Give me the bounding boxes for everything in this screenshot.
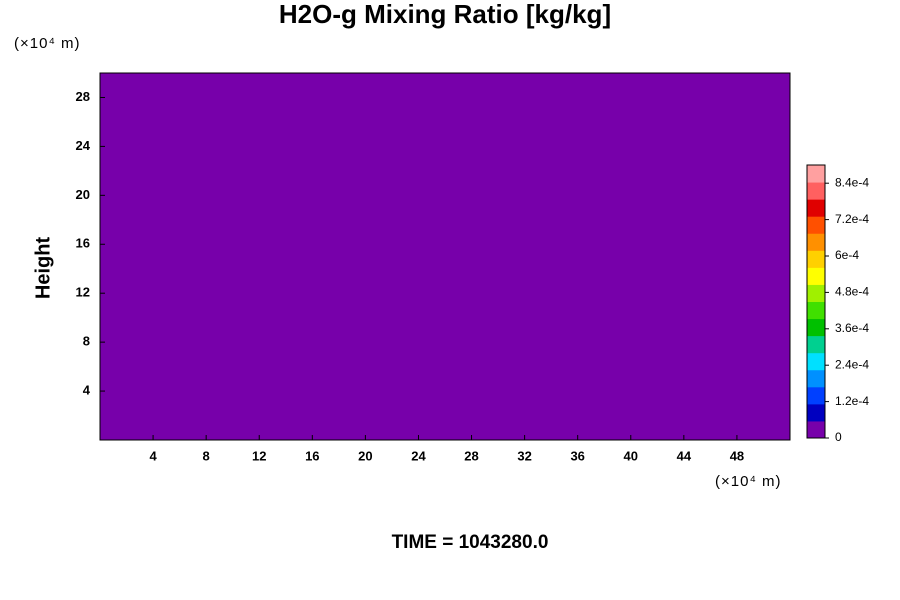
- colorbar-frame: [806, 164, 826, 439]
- x-tick-label: 32: [517, 448, 531, 463]
- x-tick-label: 36: [570, 448, 584, 463]
- colorbar-tick-label: 4.8e-4: [835, 285, 869, 299]
- colorbar-swatch: [807, 233, 825, 251]
- colorbar-tick-label: 7.2e-4: [835, 212, 869, 226]
- colorbar-swatch: [807, 301, 825, 320]
- colorbar-swatch: [807, 369, 825, 388]
- x-tick-label: 48: [730, 448, 744, 463]
- colorbar-tick-label: 6e-4: [835, 248, 859, 262]
- colorbar-swatch: [807, 318, 825, 337]
- colorbar-swatch: [807, 386, 825, 405]
- colorbar-swatch: [807, 250, 825, 268]
- colorbar-swatch: [807, 216, 825, 234]
- colorbar-tick-label: 3.6e-4: [835, 321, 869, 335]
- colorbar-swatch: [807, 165, 825, 183]
- annotation: TIME = 1043280.0: [392, 532, 549, 553]
- colorbar-tick-label: 1.2e-4: [835, 394, 869, 408]
- colorbar-tick-label: 8.4e-4: [835, 175, 869, 189]
- colorbar-swatch: [807, 199, 825, 217]
- x-tick-label: 40: [624, 448, 638, 463]
- axes: 4 8 12 16 20 24 28 32 36 40 44 4848121620242801.2e-…: [76, 72, 869, 463]
- colorbar-swatch: [807, 403, 825, 422]
- y-unit: (×10⁴ m): [14, 35, 81, 52]
- y-tick-label: 4: [83, 383, 91, 398]
- x-tick-label: 28: [464, 448, 478, 463]
- colorbar-swatch: [807, 267, 825, 285]
- field-background: [100, 73, 790, 440]
- colorbar-tick-label: 2.4e-4: [835, 357, 869, 371]
- y-tick-label: 28: [76, 89, 90, 104]
- x-tick-label: 44: [677, 448, 692, 463]
- colorbar-swatch: [807, 284, 825, 302]
- x-unit: (×10⁴ m): [715, 473, 782, 490]
- x-tick-label: 8: [203, 448, 210, 463]
- y-tick-label: 12: [76, 285, 90, 300]
- y-tick-label: 20: [76, 187, 90, 202]
- y-tick-label: 8: [83, 334, 90, 349]
- plot-frame: [99, 72, 791, 441]
- colorbar-swatch: [807, 420, 825, 439]
- x-tick-label: 16: [305, 448, 319, 463]
- y-tick-label: 24: [76, 138, 91, 153]
- chart-title: H2O-g Mixing Ratio [kg/kg]: [279, 0, 611, 29]
- x-tick-label: 20: [358, 448, 372, 463]
- colorbar-swatch: [807, 352, 825, 371]
- y-axis-label: Height: [32, 237, 54, 300]
- y-tick-label: 16: [76, 236, 90, 251]
- colorbar-swatch: [807, 335, 825, 354]
- x-tick-label: 24: [411, 448, 426, 463]
- colorbar-swatch: [807, 182, 825, 200]
- field: [100, 73, 790, 440]
- x-tick-label: 4: [149, 448, 157, 463]
- colorbar-tick-label: 0: [835, 430, 842, 444]
- x-tick-label: 12: [252, 448, 266, 463]
